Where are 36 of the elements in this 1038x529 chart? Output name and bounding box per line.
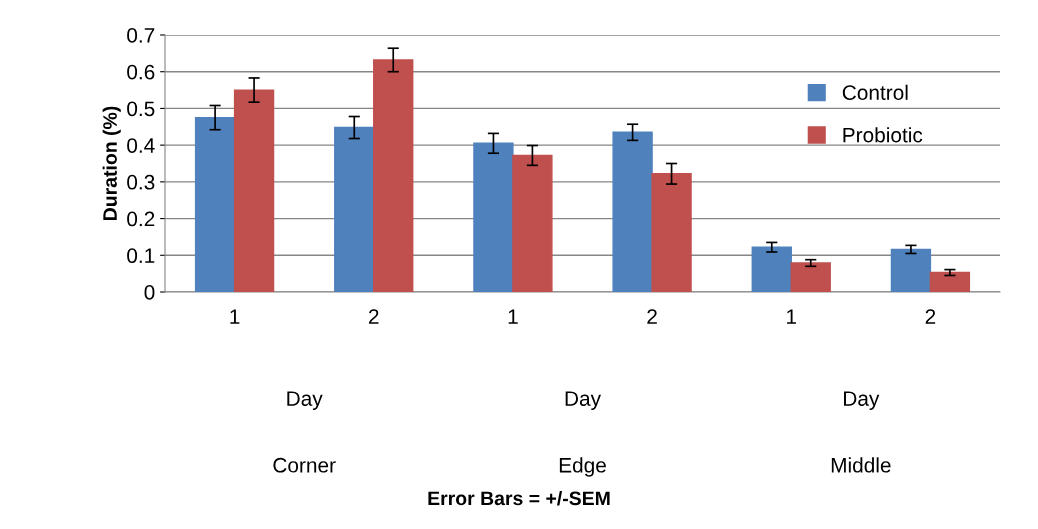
y-tick-label: 0.2 [127,211,155,227]
bar [890,248,932,292]
bar [334,126,375,292]
x-tick-label: 1 [230,309,240,324]
y-tick-label: 0.6 [127,64,155,80]
bar [512,154,553,292]
text: Day [844,391,880,411]
text: Corner [273,457,336,473]
bar [373,59,414,292]
text: Edge [559,457,606,477]
bar [751,246,792,292]
x-tick-label: 1 [508,309,518,324]
x-tick-label: 2 [647,309,657,324]
bar [790,262,831,292]
bar [194,116,236,292]
text: Middle [831,457,891,473]
text: Error Bars = +/-SEM [428,490,610,506]
text: Day [565,391,601,411]
y-tick-label: 0.3 [127,174,155,190]
x-tick-label: 1 [787,309,797,324]
x-tick-label: 2 [369,309,379,324]
x-tick-label: 2 [925,309,936,324]
bar [233,89,275,292]
y-tick-label: 0 [144,285,155,300]
y-tick-label: 0.5 [127,101,155,117]
bar [651,173,692,292]
y-tick-label: 0.4 [127,138,155,153]
text: Day [287,391,323,411]
bar [612,131,653,292]
bar [929,271,971,292]
y-tick-label: 0.7 [127,28,155,43]
y-tick-label: 0.1 [127,248,155,264]
bar [473,142,514,292]
y-axis-title: Duration (%) [102,106,121,220]
legend-label: Probiotic [843,127,923,143]
legend-label: Control [842,84,908,100]
